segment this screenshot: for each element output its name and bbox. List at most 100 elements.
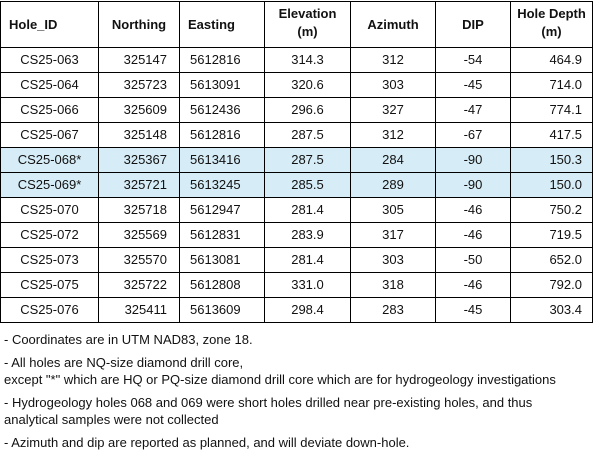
cell-northing: 325147 — [98, 47, 180, 73]
cell-elevation: 331.0 — [264, 272, 351, 298]
cell-hole-depth: 464.9 — [510, 47, 593, 73]
cell-hole-depth: 792.0 — [510, 272, 593, 298]
cell-elevation: 285.5 — [264, 172, 351, 198]
cell-hole-depth: 719.5 — [510, 222, 593, 248]
cell-elevation: 287.5 — [264, 122, 351, 148]
cell-easting: 5613245 — [179, 172, 265, 198]
cell-northing: 325609 — [98, 97, 180, 123]
footnote-line: - All holes are NQ-size diamond drill co… — [4, 355, 244, 370]
cell-northing: 325569 — [98, 222, 180, 248]
cell-easting: 5612816 — [179, 122, 265, 148]
cell-easting: 5612816 — [179, 47, 265, 73]
drill-hole-table: Hole_ID Northing Easting Elevation (m) A… — [0, 1, 593, 323]
table-row: CS25-076 325411 5613609 298.4 283 -45 303.4 — [0, 297, 593, 323]
footnotes: - Coordinates are in UTM NAD83, zone 18.… — [4, 331, 590, 457]
cell-dip: -90 — [435, 172, 511, 198]
header-easting: Easting — [179, 1, 265, 48]
cell-dip: -54 — [435, 47, 511, 73]
cell-elevation: 320.6 — [264, 72, 351, 98]
footnote: - Coordinates are in UTM NAD83, zone 18. — [4, 331, 590, 348]
header-hole-depth: Hole Depth (m) — [510, 1, 593, 48]
header-elevation: Elevation (m) — [264, 1, 351, 48]
cell-dip: -45 — [435, 297, 511, 323]
cell-easting: 5612831 — [179, 222, 265, 248]
cell-hole-depth: 774.1 — [510, 97, 593, 123]
cell-azimuth: 317 — [350, 222, 436, 248]
cell-northing: 325411 — [98, 297, 180, 323]
cell-elevation: 281.4 — [264, 197, 351, 223]
cell-easting: 5613416 — [179, 147, 265, 173]
cell-hole-depth: 714.0 — [510, 72, 593, 98]
cell-elevation: 281.4 — [264, 247, 351, 273]
table-body: CS25-063 325147 5612816 314.3 312 -54 464.9 CS2… — [0, 47, 593, 323]
cell-northing: 325718 — [98, 197, 180, 223]
footnote: - Hydrogeology holes 068 and 069 were sh… — [4, 394, 590, 428]
table-row: CS25-066 325609 5612436 296.6 327 -47 774.1 — [0, 97, 593, 123]
header-azimuth: Azimuth — [350, 1, 436, 48]
table-row-highlighted: CS25-069* 325721 5613245 285.5 289 -90 150.0 — [0, 172, 593, 198]
cell-azimuth: 318 — [350, 272, 436, 298]
cell-hole-id: CS25-067 — [0, 122, 99, 148]
cell-elevation: 298.4 — [264, 297, 351, 323]
footnote-line: - Coordinates are in UTM NAD83, zone 18. — [4, 332, 253, 347]
cell-azimuth: 303 — [350, 247, 436, 273]
cell-hole-id: CS25-069* — [0, 172, 99, 198]
cell-dip: -46 — [435, 222, 511, 248]
footnote-line: - Azimuth and dip are reported as planne… — [4, 435, 410, 450]
cell-elevation: 287.5 — [264, 147, 351, 173]
header-elevation-unit: (m) — [297, 24, 318, 39]
cell-dip: -50 — [435, 247, 511, 273]
cell-dip: -67 — [435, 122, 511, 148]
header-hole-id: Hole_ID — [0, 1, 99, 48]
cell-azimuth: 327 — [350, 97, 436, 123]
table-row: CS25-070 325718 5612947 281.4 305 -46 750.2 — [0, 197, 593, 223]
table-row: CS25-073 325570 5613081 281.4 303 -50 652.0 — [0, 247, 593, 273]
footnote: - All holes are NQ-size diamond drill co… — [4, 354, 590, 388]
cell-dip: -47 — [435, 97, 511, 123]
footnote-line: except "*" which are HQ or PQ-size diamo… — [4, 372, 556, 387]
footnote: - Azimuth and dip are reported as planne… — [4, 434, 590, 451]
cell-easting: 5613081 — [179, 247, 265, 273]
cell-easting: 5613091 — [179, 72, 265, 98]
header-dip: DIP — [435, 1, 511, 48]
cell-dip: -45 — [435, 72, 511, 98]
cell-northing: 325148 — [98, 122, 180, 148]
header-elevation-label: Elevation — [278, 6, 337, 21]
cell-dip: -46 — [435, 272, 511, 298]
table-row-highlighted: CS25-068* 325367 5613416 287.5 284 -90 150.3 — [0, 147, 593, 173]
cell-azimuth: 305 — [350, 197, 436, 223]
cell-hole-id: CS25-076 — [0, 297, 99, 323]
cell-easting: 5612947 — [179, 197, 265, 223]
cell-hole-id: CS25-073 — [0, 247, 99, 273]
cell-elevation: 314.3 — [264, 47, 351, 73]
cell-elevation: 296.6 — [264, 97, 351, 123]
cell-hole-id: CS25-064 — [0, 72, 99, 98]
header-northing: Northing — [98, 1, 180, 48]
table-row: CS25-063 325147 5612816 314.3 312 -54 464.9 — [0, 47, 593, 73]
cell-hole-id: CS25-072 — [0, 222, 99, 248]
cell-northing: 325570 — [98, 247, 180, 273]
cell-easting: 5612436 — [179, 97, 265, 123]
cell-hole-id: CS25-068* — [0, 147, 99, 173]
cell-hole-depth: 303.4 — [510, 297, 593, 323]
cell-hole-id: CS25-070 — [0, 197, 99, 223]
header-hole-depth-label: Hole Depth — [517, 6, 586, 21]
cell-easting: 5612808 — [179, 272, 265, 298]
footnote-line: - Hydrogeology holes 068 and 069 were sh… — [4, 395, 533, 410]
cell-dip: -90 — [435, 147, 511, 173]
cell-northing: 325721 — [98, 172, 180, 198]
cell-azimuth: 289 — [350, 172, 436, 198]
cell-hole-id: CS25-066 — [0, 97, 99, 123]
cell-hole-depth: 150.0 — [510, 172, 593, 198]
cell-northing: 325723 — [98, 72, 180, 98]
cell-azimuth: 283 — [350, 297, 436, 323]
cell-northing: 325367 — [98, 147, 180, 173]
cell-azimuth: 312 — [350, 122, 436, 148]
table-row: CS25-064 325723 5613091 320.6 303 -45 714.0 — [0, 72, 593, 98]
cell-hole-depth: 750.2 — [510, 197, 593, 223]
footnote-line: analytical samples were not collected — [4, 412, 219, 427]
cell-dip: -46 — [435, 197, 511, 223]
cell-elevation: 283.9 — [264, 222, 351, 248]
table-row: CS25-075 325722 5612808 331.0 318 -46 792.0 — [0, 272, 593, 298]
